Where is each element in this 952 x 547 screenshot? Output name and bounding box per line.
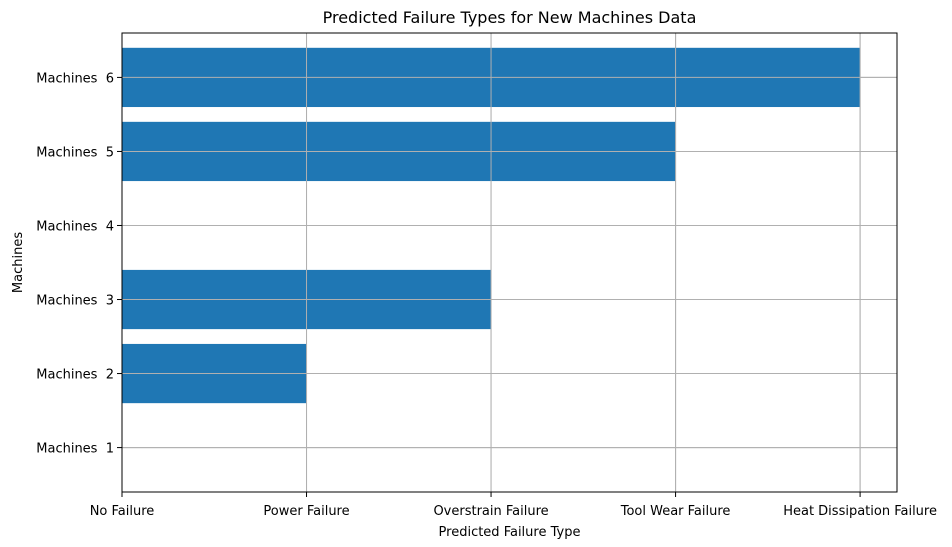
x-axis-label: Predicted Failure Type [439,525,581,540]
x-tick-label: Tool Wear Failure [620,504,731,519]
y-axis-label: Machines [11,232,26,293]
x-tick-label: Heat Dissipation Failure [783,504,937,519]
y-tick-label: Machines 4 [36,219,114,234]
y-tick-label: Machines 3 [36,294,114,309]
y-tick-label: Machines 2 [36,368,114,383]
x-tick-label: Power Failure [263,504,349,519]
x-tick-label: Overstrain Failure [433,504,548,519]
y-tick-label: Machines 5 [36,145,114,160]
ticks: No Failure Power Failure Overstrain Failur… [36,71,937,519]
plot-frame [121,32,898,493]
y-tick-label: Machines 6 [36,71,114,86]
chart-title: Predicted Failure Types for New Machines… [323,8,697,27]
x-tick-label: No Failure [90,504,155,519]
bars [121,33,897,492]
y-tick-label: Machines 1 [36,442,114,457]
